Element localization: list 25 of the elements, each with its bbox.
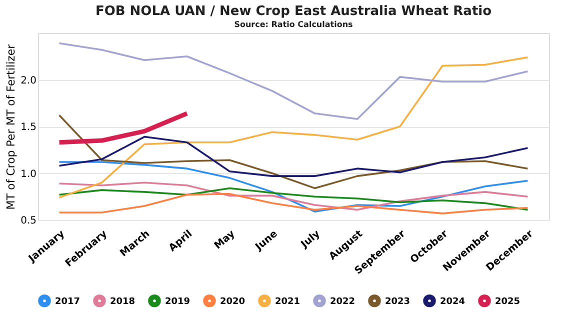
- line-series: [58, 114, 529, 190]
- legend-label: 2020: [220, 296, 246, 307]
- line-series: [58, 187, 529, 211]
- line-series: [58, 136, 529, 177]
- legend-label: 2024: [440, 296, 466, 307]
- chart-title: FOB NOLA UAN / New Crop East Australia Wheat Ratio: [95, 4, 492, 19]
- legend-label: 2023: [385, 296, 410, 307]
- line-series: [58, 161, 529, 212]
- line-series: [58, 192, 529, 214]
- legend-label: 2021: [275, 296, 300, 307]
- legend-label: 2022: [330, 296, 356, 307]
- legend-label: 2025: [495, 296, 520, 307]
- legend-label: 2018: [110, 296, 136, 307]
- chart-subtitle: Source: Ratio Calculations: [234, 20, 354, 29]
- y-tick-label: 0.5: [20, 216, 36, 226]
- line-series: [57, 111, 190, 145]
- legend-label: 2017: [55, 296, 80, 307]
- line-series: [58, 182, 529, 211]
- y-axis-title: MT of Crop Per MT of Fertilizer: [4, 44, 18, 210]
- line-series: [58, 42, 529, 120]
- y-tick-label: 1.0: [20, 168, 36, 180]
- y-tick-label: 1.5: [20, 122, 36, 133]
- legend-label: 2019: [165, 296, 190, 307]
- y-tick-label: 2.0: [20, 75, 36, 86]
- line-series: [58, 56, 529, 198]
